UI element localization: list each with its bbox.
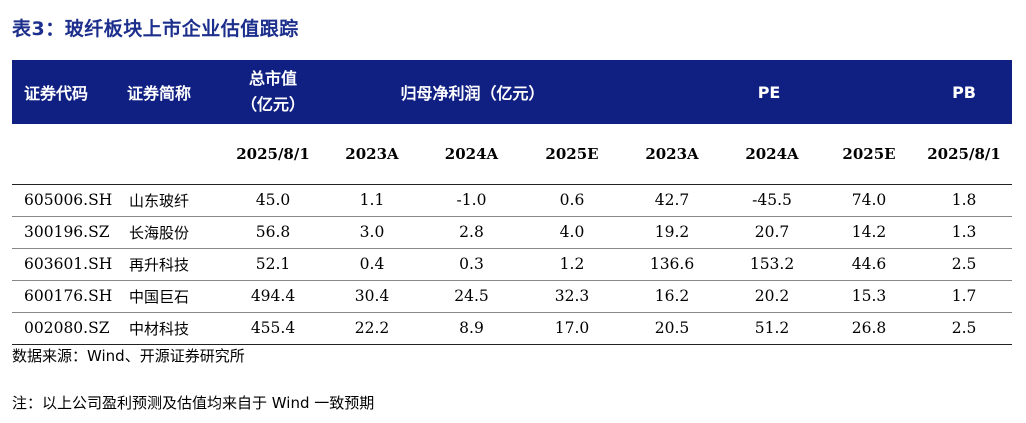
subheader-cell: 2025/8/1 (927, 144, 1001, 163)
header-market-cap: 总市值 （亿元） (240, 69, 305, 114)
table-cell: 136.6 (649, 255, 695, 273)
header-pe: PE (757, 82, 781, 102)
table-cell: 42.7 (654, 191, 690, 209)
table-cell: 14.2 (851, 223, 887, 241)
table-cell: 56.8 (255, 223, 291, 241)
subheader-cell: 2023A (345, 144, 399, 163)
table-cell: 17.0 (554, 319, 590, 337)
stock-name: 中国巨石 (129, 287, 190, 306)
table-row: 600176.SH 中国巨石 494.4 30.4 24.5 32.3 16.2… (12, 280, 1013, 312)
stock-code: 300196.SZ (24, 223, 110, 241)
table-cell: 32.3 (554, 287, 590, 305)
header-net-profit: 归母净利润（亿元） (400, 84, 545, 103)
table-cell: 2.5 (951, 319, 977, 337)
stock-name: 中材科技 (129, 319, 190, 338)
table-cell: -45.5 (752, 191, 792, 209)
subheader-cell: 2025E (842, 144, 896, 163)
table-cell: 494.4 (250, 287, 296, 305)
table-cell: 24.5 (454, 287, 489, 305)
table-cell: 74.0 (851, 191, 887, 209)
table-cell: 455.4 (250, 319, 296, 337)
table-cell: 1.2 (559, 255, 585, 273)
table-cell: 51.2 (754, 319, 790, 337)
table-cell: 8.9 (459, 319, 484, 337)
table-row: 605006.SH 山东玻纤 45.0 1.1 -1.0 0.6 42.7 -4… (12, 184, 1013, 216)
table-cell: 45.0 (255, 191, 291, 209)
table-cell: 19.2 (654, 223, 690, 241)
subheader-cell: 2024A (745, 144, 799, 163)
table-cell: -1.0 (456, 191, 487, 209)
table-cell: 15.3 (851, 287, 887, 305)
header-name: 证券简称 (127, 84, 192, 103)
table-cell: 0.6 (559, 191, 585, 209)
table-row: 300196.SZ 长海股份 56.8 3.0 2.8 4.0 19.2 20.… (12, 216, 1013, 248)
footnote: 注：以上公司盈利预测及估值均来自于 Wind 一致预期 (12, 394, 375, 412)
valuation-table: 证券代码 证券简称 总市值 （亿元） 归母净利润（亿元） PE PB 2025/… (12, 60, 1013, 345)
table-cell: 1.3 (951, 223, 977, 241)
subheader-row: 2025/8/1 2023A 2024A 2025E 2023A 2024A 2… (12, 124, 1013, 184)
table-cell: 153.2 (749, 255, 795, 273)
table-cell: 30.4 (354, 287, 390, 305)
header-pb: PB (952, 82, 976, 102)
source-note: 数据来源：Wind、开源证券研究所 (12, 347, 245, 365)
subheader-cell: 2023A (645, 144, 699, 163)
table-cell: 1.7 (951, 287, 977, 305)
table-cell: 20.5 (654, 319, 690, 337)
subheader-cell: 2025E (545, 144, 599, 163)
table-title: 表3：玻纤板块上市企业估值跟踪 (12, 18, 299, 40)
stock-code: 002080.SZ (24, 319, 110, 337)
table-cell: 20.7 (754, 223, 790, 241)
header-row: 证券代码 证券简称 总市值 （亿元） 归母净利润（亿元） PE PB (12, 60, 1013, 124)
stock-name: 再升科技 (129, 255, 190, 274)
table-row: 002080.SZ 中材科技 455.4 22.2 8.9 17.0 20.5 … (12, 312, 1013, 344)
subheader-cell: 2024A (444, 144, 499, 163)
table-body: 605006.SH 山东玻纤 45.0 1.1 -1.0 0.6 42.7 -4… (12, 184, 1013, 344)
table-cell: 1.1 (359, 191, 385, 209)
subheader-cell: 2025/8/1 (236, 144, 310, 163)
stock-name: 长海股份 (129, 223, 190, 242)
table-cell: 1.8 (951, 191, 977, 209)
table-cell: 22.2 (354, 319, 390, 337)
table-cell: 3.0 (359, 223, 385, 241)
stock-code: 605006.SH (24, 191, 113, 209)
stock-name: 山东玻纤 (129, 191, 190, 210)
table-cell: 2.8 (459, 223, 484, 241)
table-cell: 0.4 (359, 255, 385, 273)
header-code: 证券代码 (24, 84, 89, 103)
table-cell: 0.3 (459, 255, 484, 273)
table-cell: 44.6 (851, 255, 887, 273)
valuation-table-container: 证券代码 证券简称 总市值 （亿元） 归母净利润（亿元） PE PB 2025/… (12, 60, 1013, 345)
table-cell: 4.0 (559, 223, 585, 241)
table-cell: 26.8 (851, 319, 887, 337)
table-cell: 52.1 (255, 255, 291, 273)
table-cell: 16.2 (654, 287, 690, 305)
table-row: 603601.SH 再升科技 52.1 0.4 0.3 1.2 136.6 15… (12, 248, 1013, 280)
table-cell: 2.5 (951, 255, 977, 273)
stock-code: 600176.SH (24, 287, 113, 305)
stock-code: 603601.SH (24, 255, 113, 273)
table-cell: 20.2 (754, 287, 790, 305)
